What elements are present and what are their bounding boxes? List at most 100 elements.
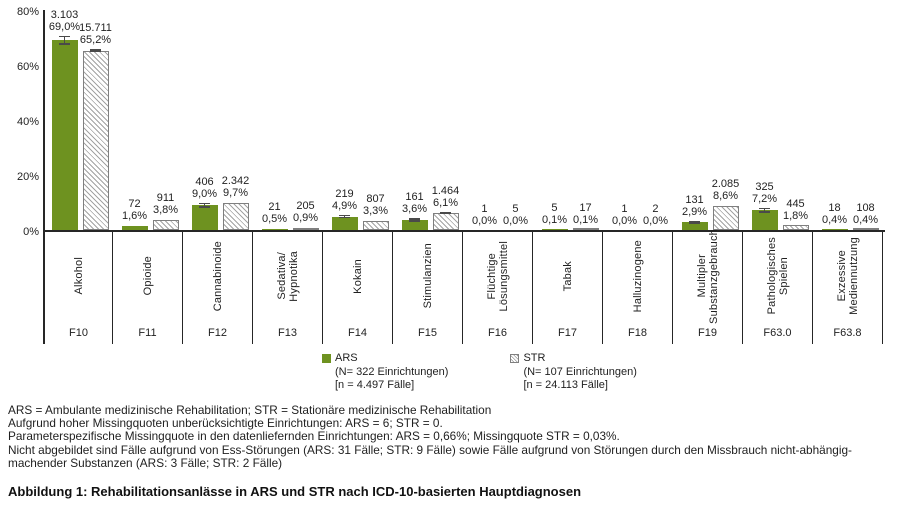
category-name-line: Opioide — [141, 256, 154, 296]
category-name-line: Kokain — [351, 258, 364, 294]
value-count-label: 3.103 — [50, 8, 79, 21]
value-count-label: 5 — [551, 201, 558, 214]
y-axis-tick-label: 40% — [16, 115, 39, 128]
legend-str-n: (N= 107 Einrichtungen) — [523, 365, 637, 378]
value-count-label: 2.085 — [711, 178, 740, 191]
bar-str — [222, 203, 249, 230]
value-pct-label: 69,0% — [48, 20, 81, 33]
bar-group-ars: 131 2,9% — [681, 10, 708, 230]
category-code: F10 — [69, 327, 88, 339]
error-bar — [339, 214, 350, 219]
value-label-ars: 5 0,1% — [542, 202, 567, 226]
value-label-ars: 325 7,2% — [752, 181, 777, 205]
category-name-line: Hypnotika — [287, 250, 300, 302]
value-pct-label: 9,7% — [222, 187, 249, 200]
value-pct-label: 0,0% — [471, 214, 498, 227]
value-pct-label: 0,1% — [572, 213, 599, 226]
bar-group-ars: 18 0,4% — [821, 10, 848, 230]
value-pct-label: 0,0% — [642, 214, 669, 227]
category-box: Halluzinogene F18 — [603, 232, 673, 344]
bar-ars — [821, 228, 848, 230]
category-code: F16 — [488, 327, 507, 339]
value-label-str: 807 3,3% — [363, 193, 388, 217]
figure-caption: Abbildung 1: Rehabilitationsanlässe in A… — [8, 484, 582, 499]
bar-ars — [751, 210, 778, 230]
value-count-label: 445 — [786, 197, 805, 210]
legend-swatch-str — [510, 354, 520, 364]
category-box: Opioide F11 — [113, 232, 183, 344]
bar-group-ars: 406 9,0% — [191, 10, 218, 230]
legend-ars-cases: [n = 4.497 Fälle] — [335, 379, 415, 391]
value-label-str: 445 1,8% — [783, 198, 808, 222]
bar-ars — [121, 225, 148, 230]
category-name: Flüchtige Lösungsmittel — [463, 237, 532, 315]
bar-str — [432, 213, 459, 230]
bar-group-ars: 219 4,9% — [331, 10, 358, 230]
bar-group-ars: 5 0,1% — [541, 10, 568, 230]
bar-group-str: 17 0,1% — [572, 10, 599, 230]
value-pct-label: 4,9% — [331, 199, 358, 212]
category-box: Cannabinoide F12 — [183, 232, 253, 344]
plot-area: 3.103 69,0% 15.711 65,2% 72 1,6% 911 3,8% 406 9,0… — [43, 9, 885, 232]
value-label-str: 911 3,8% — [153, 192, 178, 216]
value-count-label: 5 — [512, 202, 519, 215]
category-column: 72 1,6% 911 3,8% — [115, 10, 185, 230]
category-name: Kokain — [323, 237, 392, 315]
footnote-line: Parameterspezifische Missingquote in den… — [8, 429, 620, 444]
category-name: Multipler Substanzgebrauch — [673, 229, 742, 324]
category-axis: Alkohol F10 Opioide F11 Cannabinoide F12 Sedat… — [43, 229, 885, 344]
category-box: Multipler Substanzgebrauch F19 — [673, 229, 743, 344]
category-name: Sedativa/Hypnotika — [253, 237, 322, 315]
bar-group-ars: 3.103 69,0% — [49, 9, 80, 230]
category-box: Exzessive Mediennutzung F63.8 — [813, 232, 883, 344]
value-count-label: 21 — [268, 201, 281, 214]
value-pct-label: 0,4% — [821, 213, 848, 226]
bar-ars — [541, 229, 568, 230]
value-pct-label: 65,2% — [79, 34, 112, 47]
value-count-label: 18 — [828, 201, 841, 214]
legend: ARS (N= 322 Einrichtungen) [n = 4.497 Fä… — [322, 352, 637, 393]
value-pct-label: 9,0% — [191, 187, 218, 200]
category-code: F14 — [348, 327, 367, 339]
value-label-str: 17 0,1% — [573, 202, 598, 226]
value-label-ars: 72 1,6% — [122, 198, 147, 222]
category-name: Alkohol — [45, 237, 112, 315]
category-name-line: Cannabinoide — [211, 240, 224, 312]
value-pct-label: 3,6% — [401, 203, 428, 216]
category-code: F13 — [278, 327, 297, 339]
legend-item-str: STR (N= 107 Einrichtungen) [n = 24.113 F… — [510, 352, 637, 393]
value-count-label: 2.342 — [221, 175, 250, 188]
value-label-ars: 21 0,5% — [262, 201, 287, 225]
bar-group-str: 205 0,9% — [292, 10, 319, 230]
bar-group-str: 1.464 6,1% — [432, 10, 459, 230]
category-code: F63.0 — [763, 327, 792, 339]
y-axis: 0% 20% 40% 60% 80% — [5, 6, 43, 237]
value-count-label: 72 — [128, 197, 141, 210]
value-pct-label: 0,5% — [261, 213, 288, 226]
value-label-ars: 406 9,0% — [192, 176, 217, 200]
category-column: 1 0,0% 5 0,0% — [465, 10, 535, 230]
y-axis-tick-label: 0% — [23, 225, 39, 238]
bar-str — [712, 206, 739, 230]
value-pct-label: 1,8% — [782, 209, 809, 222]
legend-label-str: STR — [523, 352, 546, 364]
category-name-line: Sedativa/ — [275, 252, 288, 300]
category-column: 161 3,6% 1.464 6,1% — [395, 10, 465, 230]
bar-ars — [331, 216, 358, 230]
category-box: Alkohol F10 — [43, 232, 113, 344]
legend-swatch-ars — [322, 354, 331, 364]
category-name-line: Mediennutzung — [847, 237, 860, 315]
category-code: F19 — [698, 327, 717, 339]
footnote-line: Aufgrund hoher Missingquoten unberücksic… — [8, 416, 443, 431]
value-label-ars: 131 2,9% — [682, 194, 707, 218]
value-count-label: 131 — [685, 193, 704, 206]
bar-ars — [191, 205, 218, 230]
category-column: 21 0,5% 205 0,9% — [255, 10, 325, 230]
category-box: Stimulanzien F15 — [393, 232, 463, 344]
bar-group-ars: 1 0,0% — [612, 10, 638, 230]
value-count-label: 15.711 — [79, 22, 112, 35]
bar-str — [152, 219, 179, 230]
value-count-label: 1 — [481, 202, 488, 215]
value-label-ars: 3.103 69,0% — [49, 9, 80, 33]
category-name: Opioide — [113, 237, 182, 315]
